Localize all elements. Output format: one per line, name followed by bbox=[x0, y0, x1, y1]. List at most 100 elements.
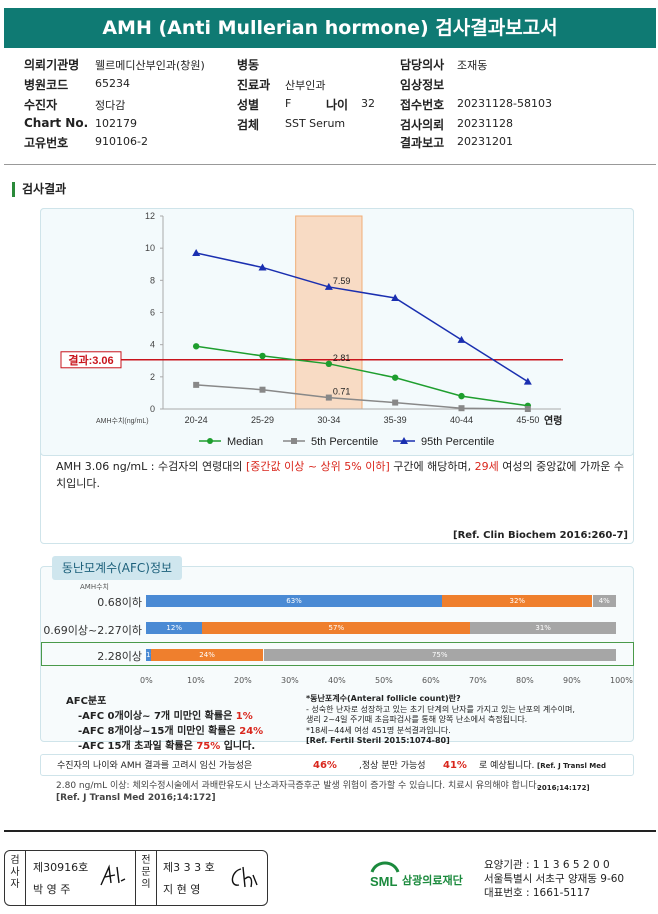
patient-info: 의뢰기관명 웰르메디산부인과(창원) 병동 담당의사 조재동 병원코드 6523… bbox=[0, 54, 658, 158]
specimen-value: SST Serum bbox=[285, 117, 346, 130]
x-tick-label: 20-24 bbox=[185, 415, 208, 425]
hospital-value: 웰르메디산부인과(창원) bbox=[95, 59, 205, 72]
dept-value: 산부인과 bbox=[285, 79, 326, 92]
data-label: 2.81 bbox=[333, 353, 351, 363]
afc-dist-2-value: 24% bbox=[239, 726, 264, 737]
afc-axis-tick: 50% bbox=[375, 676, 393, 685]
afc-subtitle: AMH수치 bbox=[80, 583, 109, 591]
sml-logo-icon: SML bbox=[370, 861, 400, 889]
dept-label: 진료과 bbox=[237, 78, 271, 92]
legend-marker bbox=[207, 438, 213, 444]
data-point bbox=[193, 381, 200, 388]
afc-row-label: 0.69이상~2.27이하 bbox=[43, 624, 142, 637]
series-line-2 bbox=[196, 252, 529, 383]
tester-name: 박 영 주 bbox=[33, 883, 71, 896]
desc-part5: 여성의 중앙값에 가까운 수치입니다. bbox=[56, 460, 625, 490]
series-line-1 bbox=[196, 384, 528, 410]
desc-part1: AMH 3.06 ng/mL : 수검자의 연령대의 bbox=[56, 460, 246, 473]
y-tick-label: 4 bbox=[150, 340, 155, 350]
x-tick-label: 30-34 bbox=[317, 415, 340, 425]
afc-dist-title: AFC분포 bbox=[66, 696, 107, 707]
contact-line-1: 요양기관 : 1 1 3 6 5 2 0 0 bbox=[484, 859, 610, 871]
data-point bbox=[325, 394, 332, 401]
logo-name: 삼광의료재단 bbox=[402, 874, 463, 887]
code-value: 65234 bbox=[95, 77, 130, 90]
report-date-value: 20231201 bbox=[457, 135, 513, 148]
data-point bbox=[457, 335, 466, 343]
sex-value: F bbox=[285, 97, 292, 110]
hospital-label: 의뢰기관명 bbox=[24, 58, 80, 72]
doctor-value: 조재동 bbox=[457, 59, 488, 72]
contact-info: 요양기관 : 1 1 3 6 5 2 0 0 서울특별시 서초구 양재동 9-6… bbox=[484, 858, 624, 900]
result-label-box bbox=[60, 351, 122, 369]
y-tick-label: 10 bbox=[145, 243, 155, 253]
afc-row-label: 2.28이상 bbox=[97, 650, 142, 663]
tester-signature bbox=[100, 864, 126, 886]
afc-axis-tick: 40% bbox=[328, 676, 346, 685]
specialist-label: 전문의 bbox=[141, 855, 151, 890]
afc-note: *동난포계수(Anteral follicle count)란? - 성숙한 난… bbox=[306, 694, 636, 747]
prob-text-e: 로 예상됩니다. bbox=[479, 761, 535, 771]
data-label: 0.71 bbox=[333, 387, 351, 397]
data-point bbox=[391, 294, 400, 302]
data-point bbox=[259, 352, 266, 360]
afc-note-4: *18세~44세 여성 451명 분석결과입니다. bbox=[306, 725, 451, 735]
afc-axis-tick: 0% bbox=[140, 676, 153, 685]
code-label: 병원코드 bbox=[24, 78, 69, 92]
afc-segment: 12% bbox=[146, 622, 203, 634]
footnote-1: 2.80 ng/mL 이상: 체외수정시술에서 과배란유도시 난소과자극증후군 … bbox=[56, 781, 540, 791]
data-point bbox=[324, 282, 333, 290]
chart-no-value: 102179 bbox=[95, 117, 137, 130]
specialist-license: 제3 3 3 호 bbox=[163, 861, 215, 874]
divider bbox=[4, 164, 656, 165]
afc-note-2: - 성숙한 난자로 성장하고 있는 초기 단계의 난자를 가지고 있는 난포의 … bbox=[306, 704, 575, 714]
patient-label: 수진자 bbox=[24, 98, 58, 112]
y-tick-label: 8 bbox=[150, 275, 155, 285]
sign-divider bbox=[156, 851, 157, 905]
afc-axis-tick: 70% bbox=[469, 676, 487, 685]
afc-segment: 63% bbox=[146, 595, 443, 607]
report-title: AMH (Anti Mullerian hormone) 검사결과보고서 bbox=[4, 8, 656, 48]
afc-axis-tick: 80% bbox=[516, 676, 534, 685]
prob-pregnancy-value: 46% bbox=[313, 760, 337, 771]
amh-chart-box: 0 2 4 6 8 10 12 20-24 25-29 30-34 35-39 40-44 45-50 A… bbox=[40, 208, 634, 456]
result-description: AMH 3.06 ng/mL : 수검자의 연령대의 [중간값 이상 ~ 상위 … bbox=[56, 458, 626, 492]
x-tick-label: 35-39 bbox=[384, 415, 407, 425]
afc-bar: 1%24%75% bbox=[146, 649, 616, 661]
y-tick-label: 2 bbox=[150, 372, 155, 382]
chart-no-label: Chart No. bbox=[24, 116, 89, 130]
sex-label: 성별 bbox=[237, 98, 260, 112]
contact-line-2: 서울특별시 서초구 양재동 9-60 bbox=[484, 873, 625, 885]
data-point bbox=[458, 392, 465, 400]
y-tick-label: 12 bbox=[145, 211, 155, 221]
request-value: 20231128 bbox=[457, 117, 513, 130]
amh-chart: 0 2 4 6 8 10 12 20-24 25-29 30-34 35-39 40-44 45-50 A… bbox=[60, 211, 563, 448]
footnote: 2.80 ng/mL 이상: 체외수정시술에서 과배란유도시 난소과자극증후군 … bbox=[56, 780, 539, 804]
x-tick-label: 45-50 bbox=[516, 415, 539, 425]
prob-ref: [Ref. J Transl Med 2016;14:172] bbox=[537, 762, 607, 792]
afc-note-1: *동난포계수(Anteral follicle count)란? bbox=[306, 694, 461, 703]
receipt-label: 접수번호 bbox=[400, 98, 445, 112]
afc-result-highlight bbox=[41, 642, 634, 666]
tester-license: 제30916호 bbox=[33, 861, 89, 874]
legend-label: Median bbox=[227, 436, 263, 448]
y-axis-label: AMH수치(ng/mL) bbox=[96, 416, 149, 425]
receipt-value: 20231128-58103 bbox=[457, 97, 552, 110]
prob-delivery-value: 41% bbox=[443, 760, 467, 771]
desc-range: [중간값 이상 ~ 상위 5% 이하] bbox=[245, 460, 390, 473]
afc-dist-3-tail: 입니다. bbox=[220, 741, 256, 752]
afc-segment: 31% bbox=[470, 622, 616, 634]
legend-label: 5th Percentile bbox=[311, 436, 378, 448]
age-label: 나이 bbox=[326, 98, 349, 112]
afc-row-label: 0.68이하 bbox=[97, 596, 142, 609]
section-title: 검사결과 bbox=[12, 182, 66, 197]
specimen-label: 검체 bbox=[237, 118, 260, 132]
afc-bar: 63% 32% 4% bbox=[146, 595, 616, 607]
afc-axis-tick: 20% bbox=[234, 676, 252, 685]
afc-axis-tick: 90% bbox=[563, 676, 581, 685]
highlight-band bbox=[295, 215, 363, 410]
legend-marker bbox=[291, 438, 297, 444]
afc-segment: 75% bbox=[263, 649, 616, 661]
bottom-divider bbox=[4, 830, 656, 832]
data-label: 7.59 bbox=[333, 276, 351, 286]
